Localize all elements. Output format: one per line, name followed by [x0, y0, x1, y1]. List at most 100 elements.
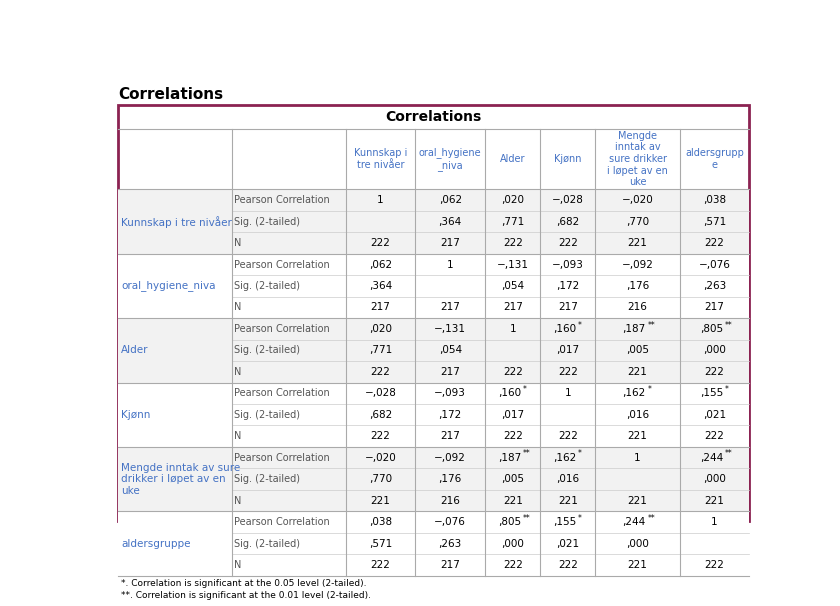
Text: 216: 216	[627, 302, 648, 313]
Text: ,038: ,038	[369, 517, 392, 527]
Text: Pearson Correlation: Pearson Correlation	[234, 453, 329, 463]
Text: ,172: ,172	[556, 281, 580, 291]
FancyBboxPatch shape	[118, 189, 749, 254]
Text: −,093: −,093	[434, 388, 466, 398]
Text: ,020: ,020	[501, 195, 524, 205]
Text: N: N	[234, 560, 241, 570]
Text: 221: 221	[627, 431, 648, 441]
Text: 221: 221	[627, 496, 648, 505]
Text: 222: 222	[503, 560, 522, 570]
Text: ,682: ,682	[369, 410, 392, 420]
Text: ,162: ,162	[622, 388, 646, 398]
Text: Correlations: Correlations	[118, 87, 223, 102]
Text: ,155: ,155	[700, 388, 723, 398]
Text: ,770: ,770	[369, 474, 392, 484]
Text: 222: 222	[370, 238, 391, 248]
Text: ,017: ,017	[501, 410, 524, 420]
Text: *: *	[648, 385, 652, 394]
Text: 216: 216	[440, 496, 460, 505]
Text: ,005: ,005	[501, 474, 524, 484]
Text: Sig. (2-tailed): Sig. (2-tailed)	[234, 216, 300, 227]
Text: −,076: −,076	[699, 259, 731, 270]
Text: 222: 222	[705, 238, 725, 248]
Text: 222: 222	[503, 367, 522, 377]
Text: ,263: ,263	[438, 539, 462, 548]
Text: oral_hygiene_niva: oral_hygiene_niva	[121, 281, 216, 291]
Text: ,017: ,017	[556, 345, 580, 355]
Text: Kjønn: Kjønn	[554, 154, 581, 164]
Text: *: *	[578, 514, 582, 523]
Text: ,062: ,062	[369, 259, 392, 270]
Text: 222: 222	[503, 238, 522, 248]
Text: 217: 217	[440, 431, 460, 441]
Text: 222: 222	[705, 560, 725, 570]
Text: ,160: ,160	[498, 388, 521, 398]
Text: ,000: ,000	[703, 474, 726, 484]
FancyBboxPatch shape	[118, 511, 749, 576]
Text: ,000: ,000	[626, 539, 649, 548]
Text: ,005: ,005	[626, 345, 649, 355]
Text: ,805: ,805	[498, 517, 521, 527]
Text: ,176: ,176	[438, 474, 462, 484]
Text: 222: 222	[370, 560, 391, 570]
Text: Pearson Correlation: Pearson Correlation	[234, 259, 329, 270]
Text: Pearson Correlation: Pearson Correlation	[234, 195, 329, 205]
Text: 222: 222	[558, 367, 578, 377]
Text: aldersgrupp
e: aldersgrupp e	[685, 148, 744, 170]
Text: Sig. (2-tailed): Sig. (2-tailed)	[234, 345, 300, 355]
Text: Pearson Correlation: Pearson Correlation	[234, 324, 329, 334]
Text: 222: 222	[370, 367, 391, 377]
FancyBboxPatch shape	[118, 382, 749, 447]
Text: 221: 221	[705, 496, 725, 505]
Text: 217: 217	[370, 302, 391, 313]
Text: 217: 217	[558, 302, 578, 313]
Text: 217: 217	[440, 302, 460, 313]
Text: Kunnskap i
tre nivåer: Kunnskap i tre nivåer	[354, 148, 407, 170]
Text: Pearson Correlation: Pearson Correlation	[234, 388, 329, 398]
Text: ,682: ,682	[556, 216, 580, 227]
Text: 217: 217	[705, 302, 725, 313]
Text: 1: 1	[564, 388, 571, 398]
Text: Sig. (2-tailed): Sig. (2-tailed)	[234, 539, 300, 548]
Text: Kjønn: Kjønn	[121, 410, 150, 420]
Text: 217: 217	[440, 238, 460, 248]
Text: ,805: ,805	[700, 324, 723, 334]
Text: ,571: ,571	[369, 539, 392, 548]
Text: 1: 1	[377, 195, 384, 205]
Text: ,364: ,364	[438, 216, 462, 227]
Text: ,244: ,244	[700, 453, 723, 463]
Text: Pearson Correlation: Pearson Correlation	[234, 517, 329, 527]
FancyBboxPatch shape	[118, 254, 749, 318]
Text: ,172: ,172	[438, 410, 462, 420]
Text: ,000: ,000	[703, 345, 726, 355]
Text: **: **	[523, 514, 531, 523]
Text: N: N	[234, 431, 241, 441]
Text: 222: 222	[503, 431, 522, 441]
Text: *: *	[725, 385, 729, 394]
Text: 1: 1	[509, 324, 516, 334]
Text: ,187: ,187	[498, 453, 521, 463]
Text: N: N	[234, 238, 241, 248]
Text: 221: 221	[627, 238, 648, 248]
Text: 217: 217	[440, 367, 460, 377]
Text: *: *	[578, 321, 582, 330]
Text: −,028: −,028	[552, 195, 584, 205]
Text: 222: 222	[558, 560, 578, 570]
Text: 1: 1	[711, 517, 718, 527]
Text: N: N	[234, 367, 241, 377]
Text: ,571: ,571	[703, 216, 727, 227]
Text: ,176: ,176	[626, 281, 649, 291]
Text: ,771: ,771	[501, 216, 524, 227]
Text: 222: 222	[705, 367, 725, 377]
Text: 217: 217	[440, 560, 460, 570]
Text: ,263: ,263	[703, 281, 727, 291]
FancyBboxPatch shape	[118, 105, 749, 521]
Text: aldersgruppe: aldersgruppe	[121, 539, 191, 548]
Text: −,076: −,076	[434, 517, 466, 527]
Text: *: *	[578, 450, 582, 459]
Text: −,093: −,093	[552, 259, 584, 270]
Text: **: **	[648, 321, 656, 330]
Text: 221: 221	[627, 367, 648, 377]
Text: 1: 1	[634, 453, 641, 463]
Text: Alder: Alder	[121, 345, 149, 355]
